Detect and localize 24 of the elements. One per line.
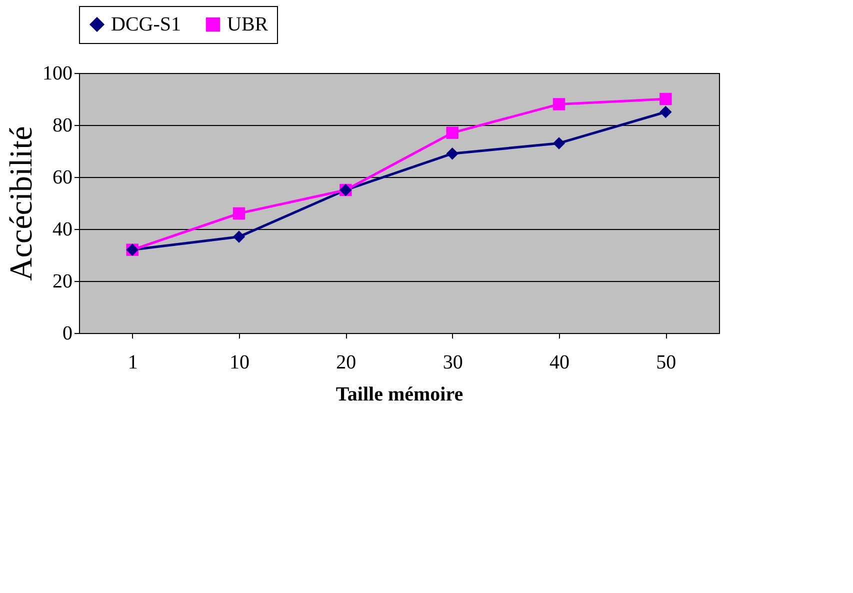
point: [232, 207, 246, 220]
y-tick-label: 0: [62, 322, 72, 344]
point: [446, 126, 458, 139]
point: [446, 147, 458, 160]
x-axis-title: Taille mémoire: [336, 384, 464, 406]
point: [552, 98, 566, 110]
point: [552, 137, 566, 150]
x-tick-label: 20: [336, 352, 356, 374]
y-tick-label: 60: [52, 166, 72, 188]
y-axis-title: Accécibilité: [2, 126, 38, 281]
y-tick-label: 80: [52, 114, 72, 136]
y-tick-label: 40: [52, 218, 72, 240]
point: [660, 106, 672, 118]
legend-label: DCG-S1: [111, 13, 182, 36]
x-tick-label: 1: [128, 352, 138, 374]
legend-label: UBR: [227, 13, 269, 36]
y-tick-label: 20: [52, 270, 72, 292]
point: [660, 92, 672, 106]
y-tick-label: 100: [42, 62, 72, 84]
x-tick-label: 40: [550, 352, 570, 374]
point: [232, 230, 246, 243]
x-tick-label: 10: [230, 352, 250, 374]
x-tick-label: 30: [442, 352, 463, 374]
x-tick-label: 50: [656, 352, 676, 374]
